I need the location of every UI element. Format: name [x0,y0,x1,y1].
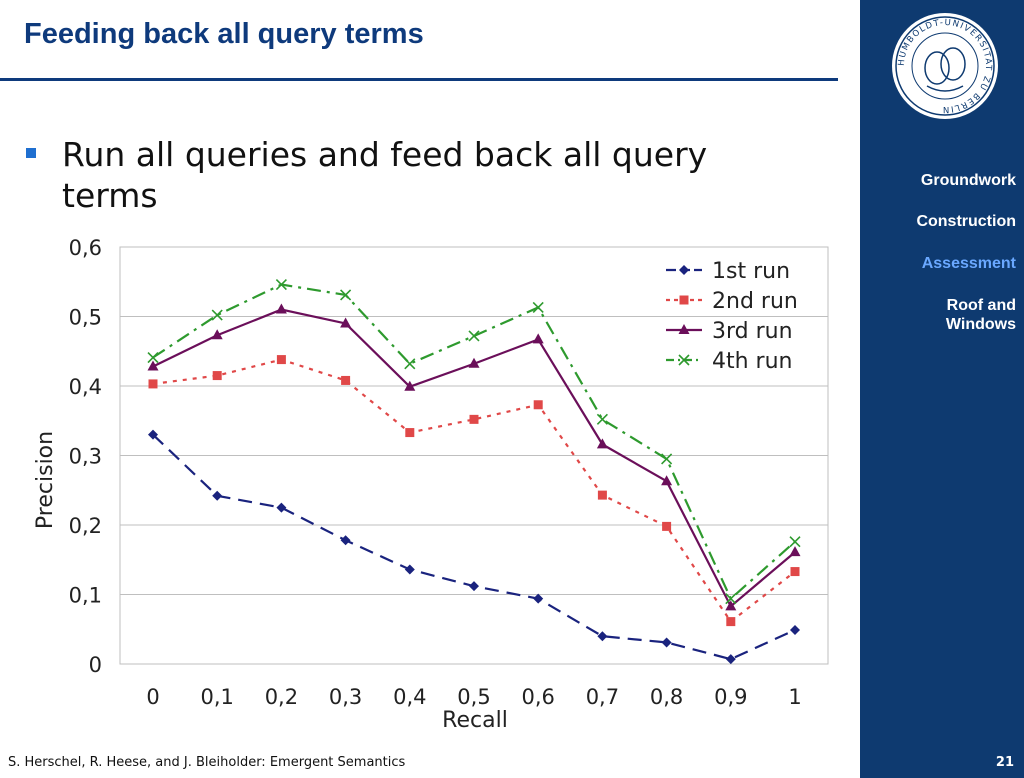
y-tick-label: 0,1 [69,584,102,608]
data-point [340,317,352,328]
data-point [533,593,544,604]
x-tick-label: 1 [788,685,801,709]
data-point [725,654,736,665]
data-point [789,536,801,548]
x-tick-label: 0,9 [714,685,747,709]
legend-marker [678,324,690,334]
x-tick-label: 0,8 [650,685,683,709]
series-3 [147,303,801,611]
y-tick-label: 0,2 [69,514,102,538]
x-tick-label: 0 [146,685,159,709]
data-point [404,358,416,370]
data-point [469,581,479,592]
data-point [662,521,672,531]
data-point [725,593,737,605]
data-point [340,535,351,546]
nav-item-construction[interactable]: Construction [916,213,1016,230]
legend-marker [679,295,689,305]
data-point [211,329,223,340]
legend-entry: 4th run [712,349,793,374]
data-point [340,289,352,301]
slide-title: Feeding back all query terms [24,18,424,50]
axes: 0 0,1 0,2 0,3 0,4 0,5 0,6 0 0,1 0,2 0,3 0,4 0,5 0,6 0,… [69,236,829,709]
x-axis-label: Recall [442,708,508,733]
data-point [725,600,737,611]
data-point [148,429,158,440]
university-seal-icon: HUMBOLDT-UNIVERSITÄT ZU BERLIN [892,13,998,119]
series-line [152,308,796,609]
y-tick-label: 0 [89,653,102,677]
data-point [597,490,607,500]
y-tick-label: 0,5 [69,306,102,330]
x-tick-label: 0,2 [265,685,298,709]
data-point [596,438,608,449]
x-tick-label: 0,7 [586,685,619,709]
y-tick-label: 0,6 [69,236,102,260]
legend-entry: 2nd run [712,289,798,314]
legend-marker [679,265,689,275]
legend-marker [678,354,690,366]
bullet-square-icon [26,148,36,158]
data-point [661,453,673,465]
data-point [532,301,544,314]
data-point [275,278,287,291]
series-1 [148,429,800,665]
data-point [405,428,415,438]
data-point [212,490,223,501]
bullet-text: Run all queries and feed back all query … [62,135,708,215]
page-number: 21 [995,755,1014,770]
data-point [275,303,287,314]
nav-item-assessment[interactable]: Assessment [921,255,1016,272]
nav-item-groundwork[interactable]: Groundwork [920,172,1016,189]
data-point [211,309,223,321]
x-tick-label: 0,1 [200,685,233,709]
data-point [469,414,479,424]
data-point [790,567,800,577]
footer-citation: S. Herschel, R. Heese, and J. Bleiholder… [8,755,406,770]
y-tick-label: 0,3 [69,445,102,469]
x-tick-label: 0,6 [521,685,554,709]
legend: 1st run 2nd run 3rd run 4th run [666,259,798,374]
data-point [661,637,672,648]
data-point [468,330,480,342]
data-point [597,631,608,642]
y-tick-label: 0,4 [69,375,102,399]
plot-frame [119,246,829,665]
legend-entry: 1st run [712,259,790,284]
data-point [341,375,351,385]
precision-recall-chart: 0 0,1 0,2 0,3 0,4 0,5 0,6 0 0,1 0,2 0,3 0,4 0,5 0,6 0,… [33,236,829,733]
data-point [533,400,543,410]
series-2 [148,355,800,627]
data-point [148,379,158,389]
data-point [790,624,800,635]
data-point [404,380,416,391]
series-line [152,433,796,661]
data-point [147,360,159,371]
legend-entry: 3rd run [712,319,793,344]
x-tick-label: 0,5 [457,685,490,709]
sidebar: HUMBOLDT-UNIVERSITÄT ZU BERLIN Groundwor… [860,0,1024,778]
series-line [152,358,796,624]
data-point [147,351,159,364]
series-layer [147,278,801,665]
data-point [276,355,286,365]
series-4 [147,278,801,605]
data-point [404,564,415,575]
x-tick-label: 0,4 [393,685,426,709]
data-point [532,333,544,344]
title-underline [0,78,838,81]
data-point [468,357,480,368]
data-point [276,502,287,513]
data-point [212,371,222,381]
y-axis-label: Precision [33,431,58,529]
nav-item-roof-and-windows[interactable]: Roof and Windows [945,297,1016,333]
x-tick-label: 0,3 [329,685,362,709]
data-point [789,546,801,557]
series-line [152,283,796,601]
data-point [596,413,608,425]
data-point [726,617,736,627]
data-point [661,475,673,486]
